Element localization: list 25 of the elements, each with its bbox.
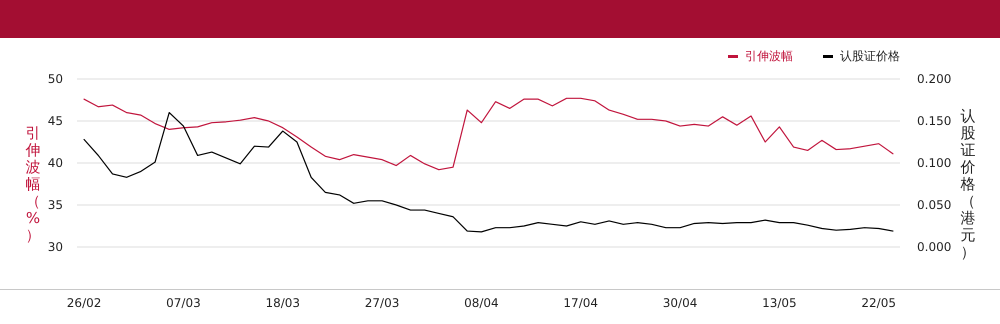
x-tick-label: 17/04 — [563, 296, 598, 310]
y-tick-label: 50 — [48, 72, 63, 86]
x-tick-label: 08/04 — [464, 296, 499, 310]
y-tick-label: 40 — [48, 156, 63, 170]
y-axis-title: 引伸波幅（%） — [24, 124, 40, 244]
y2-tick-label: 0.050 — [917, 198, 952, 212]
x-tick-label: 26/02 — [66, 296, 102, 310]
line-series — [83, 112, 894, 232]
y-tick-label: 45 — [48, 114, 63, 128]
x-tick-label: 30/04 — [662, 296, 698, 310]
y2-tick-label: 0.000 — [917, 240, 952, 254]
x-tick-label: 27/03 — [364, 296, 400, 310]
y-tick-label: 30 — [48, 240, 63, 254]
x-tick-label: 07/03 — [166, 296, 201, 310]
x-tick-label: 22/05 — [861, 296, 896, 310]
legend-label: 认股证价格 — [840, 49, 900, 63]
text: 认股证价格（港元） — [960, 107, 976, 261]
y2-tick-label: 0.100 — [917, 156, 952, 170]
legend-label: 引伸波幅 — [745, 49, 793, 63]
x-tick-label: 18/03 — [265, 296, 300, 310]
x-tick-label: 13/05 — [762, 296, 797, 310]
y2-tick-label: 0.200 — [917, 72, 952, 86]
line-series — [83, 98, 894, 170]
y2-tick-label: 0.150 — [917, 114, 952, 128]
y-tick-label: 35 — [48, 198, 63, 212]
